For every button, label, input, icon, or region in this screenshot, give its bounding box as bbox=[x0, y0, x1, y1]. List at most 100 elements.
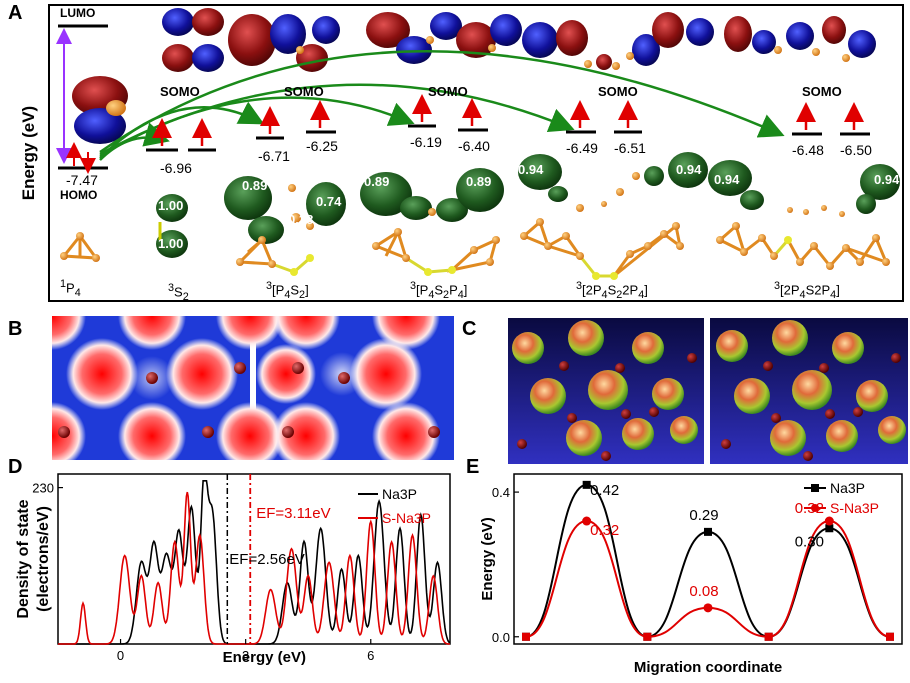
molecule-label-p4s2: 3[P4S2] bbox=[266, 280, 309, 301]
migration-data-label: 0.30 bbox=[795, 533, 824, 550]
iso-left-spheres bbox=[512, 320, 698, 461]
dos-y-axis-label-unit: (electrons/eV) bbox=[35, 506, 52, 612]
migration-point-na3p bbox=[582, 480, 591, 489]
level-value: -6.50 bbox=[840, 142, 872, 158]
somo-label: SOMO bbox=[428, 84, 468, 99]
map-right-features bbox=[256, 316, 440, 460]
molecule-label-2p4s22p4: 3[2P4S22P4] bbox=[576, 280, 648, 301]
homo-label: HOMO bbox=[60, 188, 98, 202]
migration-legend-marker bbox=[811, 504, 819, 512]
migration-point-s-na3p bbox=[522, 632, 530, 641]
migration-y-axis-label: Energy (eV) bbox=[479, 517, 496, 600]
somo-label: SOMO bbox=[802, 84, 842, 99]
fermi-annotation-na3p: EF=2.56eV bbox=[229, 551, 304, 568]
charge-label: 0.38 bbox=[288, 212, 314, 227]
p4s2-somo-orbital bbox=[228, 14, 340, 72]
lumo-label: LUMO bbox=[60, 6, 96, 20]
2p4s2p4-somo-orbital bbox=[724, 16, 876, 62]
somo-label: SOMO bbox=[160, 84, 200, 99]
dos-chart: 0 3 6 230 Energy (eV) Density of state (electr… bbox=[15, 473, 451, 666]
arrow-to-p4s2p4 bbox=[99, 96, 415, 158]
p4-orbital-blue bbox=[74, 108, 126, 144]
dos-series-s-na3p bbox=[58, 491, 450, 645]
level-value: -6.48 bbox=[792, 142, 824, 158]
migration-point-s-na3p bbox=[886, 632, 894, 641]
migration-chart: 0.0 0.4 Migration coordinate Energy (eV) 0.4… bbox=[479, 473, 903, 676]
spin-density-p4s2 bbox=[224, 176, 346, 244]
dos-x-axis-label: Energy (eV) bbox=[223, 649, 306, 666]
charge-label: 0.89 bbox=[466, 174, 492, 189]
migration-point-s-na3p bbox=[643, 632, 652, 641]
migration-data-label: 0.08 bbox=[689, 583, 718, 600]
iso-right-spheres bbox=[716, 320, 906, 461]
panel-c-label: C bbox=[462, 318, 477, 340]
level-value: -6.19 bbox=[410, 134, 442, 150]
level-value: -6.25 bbox=[306, 138, 338, 154]
p4s2p4-somo-orbital bbox=[366, 12, 558, 64]
dos-x-tick-label: 3 bbox=[242, 648, 249, 663]
somo-label: SOMO bbox=[598, 84, 638, 99]
dos-y-axis-label: Density of state bbox=[15, 499, 32, 618]
dos-x-tick-label: 0 bbox=[117, 648, 124, 663]
migration-y-tick-label: 0.4 bbox=[492, 485, 510, 500]
map-left-features bbox=[52, 316, 284, 460]
charge-label: 0.94 bbox=[676, 162, 702, 177]
dos-legend-label: Na3P bbox=[382, 486, 417, 502]
migration-point-s-na3p bbox=[824, 516, 834, 526]
2p4s22p4-somo-orbital bbox=[556, 12, 714, 70]
molecule-label-s2: 3S2 bbox=[168, 282, 189, 303]
migration-data-label: 0.42 bbox=[590, 482, 619, 499]
migration-x-axis-label: Migration coordinate bbox=[634, 659, 782, 676]
migration-data-label: 0.32 bbox=[590, 522, 619, 539]
migration-point-s-na3p bbox=[703, 603, 713, 613]
s2-somo-orbital bbox=[162, 8, 224, 72]
spin-density-2p4s22p4 bbox=[518, 152, 708, 212]
arrow-to-s2 bbox=[99, 122, 170, 161]
charge-label: 1.00 bbox=[158, 236, 184, 251]
molecule-label-2p4s2p4: 3[2P4S2P4] bbox=[774, 280, 840, 301]
dos-x-tick-label: 6 bbox=[367, 648, 374, 663]
panel-b-charge-density-maps bbox=[52, 316, 454, 460]
panel-a-frame bbox=[48, 4, 904, 302]
charge-label: 0.94 bbox=[874, 172, 900, 187]
migration-legend-label: Na3P bbox=[830, 480, 865, 496]
migration-plot-frame bbox=[513, 473, 903, 645]
molecule-label-p4: 1P4 bbox=[60, 278, 81, 299]
fermi-annotation-s-na3p: EF=3.11eV bbox=[256, 505, 330, 522]
charge-label: 0.89 bbox=[364, 174, 390, 189]
panel-a-artwork bbox=[56, 8, 900, 280]
dos-y-tick-label: 230 bbox=[32, 481, 54, 496]
arrow-to-p4s2 bbox=[99, 101, 265, 159]
dos-legend-label: S-Na3P bbox=[382, 510, 431, 526]
homo-value: -7.47 bbox=[66, 172, 98, 188]
charge-label: 0.89 bbox=[242, 178, 268, 193]
level-value: -6.49 bbox=[566, 140, 598, 156]
energy-levels bbox=[146, 94, 870, 152]
migration-point-s-na3p bbox=[764, 632, 773, 641]
p4s2-molecule bbox=[236, 237, 311, 274]
panel-c-isosurfaces bbox=[508, 318, 908, 464]
panel-e-label: E bbox=[466, 456, 480, 478]
level-value: -6.40 bbox=[458, 138, 490, 154]
migration-series-s-na3p bbox=[525, 520, 891, 638]
migration-point-na3p bbox=[704, 527, 712, 536]
arrow-to-2p4s2p4 bbox=[99, 50, 785, 154]
panel-a-label: A bbox=[8, 2, 23, 24]
molecule-label-p4s2p4: 3[P4S2P4] bbox=[410, 280, 468, 301]
panel-b-label: B bbox=[8, 318, 23, 340]
charge-label: 0.94 bbox=[518, 162, 544, 177]
migration-legend-marker bbox=[811, 484, 819, 492]
spin-density-2p4s2p4 bbox=[708, 160, 900, 217]
spin-density-s2 bbox=[156, 194, 188, 258]
charge-label: 0.94 bbox=[714, 172, 740, 187]
p4s2p4-molecule bbox=[372, 229, 499, 274]
somo-label: SOMO bbox=[284, 84, 324, 99]
charge-label: 0.74 bbox=[316, 194, 342, 209]
migration-point-na3p bbox=[825, 524, 834, 533]
migration-data-label: 0.29 bbox=[689, 507, 718, 524]
level-value: -6.71 bbox=[258, 148, 290, 164]
spin-density-p4s2p4 bbox=[360, 168, 504, 222]
level-value: -6.96 bbox=[160, 160, 192, 176]
level-value: -6.51 bbox=[614, 140, 646, 156]
migration-legend-label: S-Na3P bbox=[830, 500, 879, 516]
